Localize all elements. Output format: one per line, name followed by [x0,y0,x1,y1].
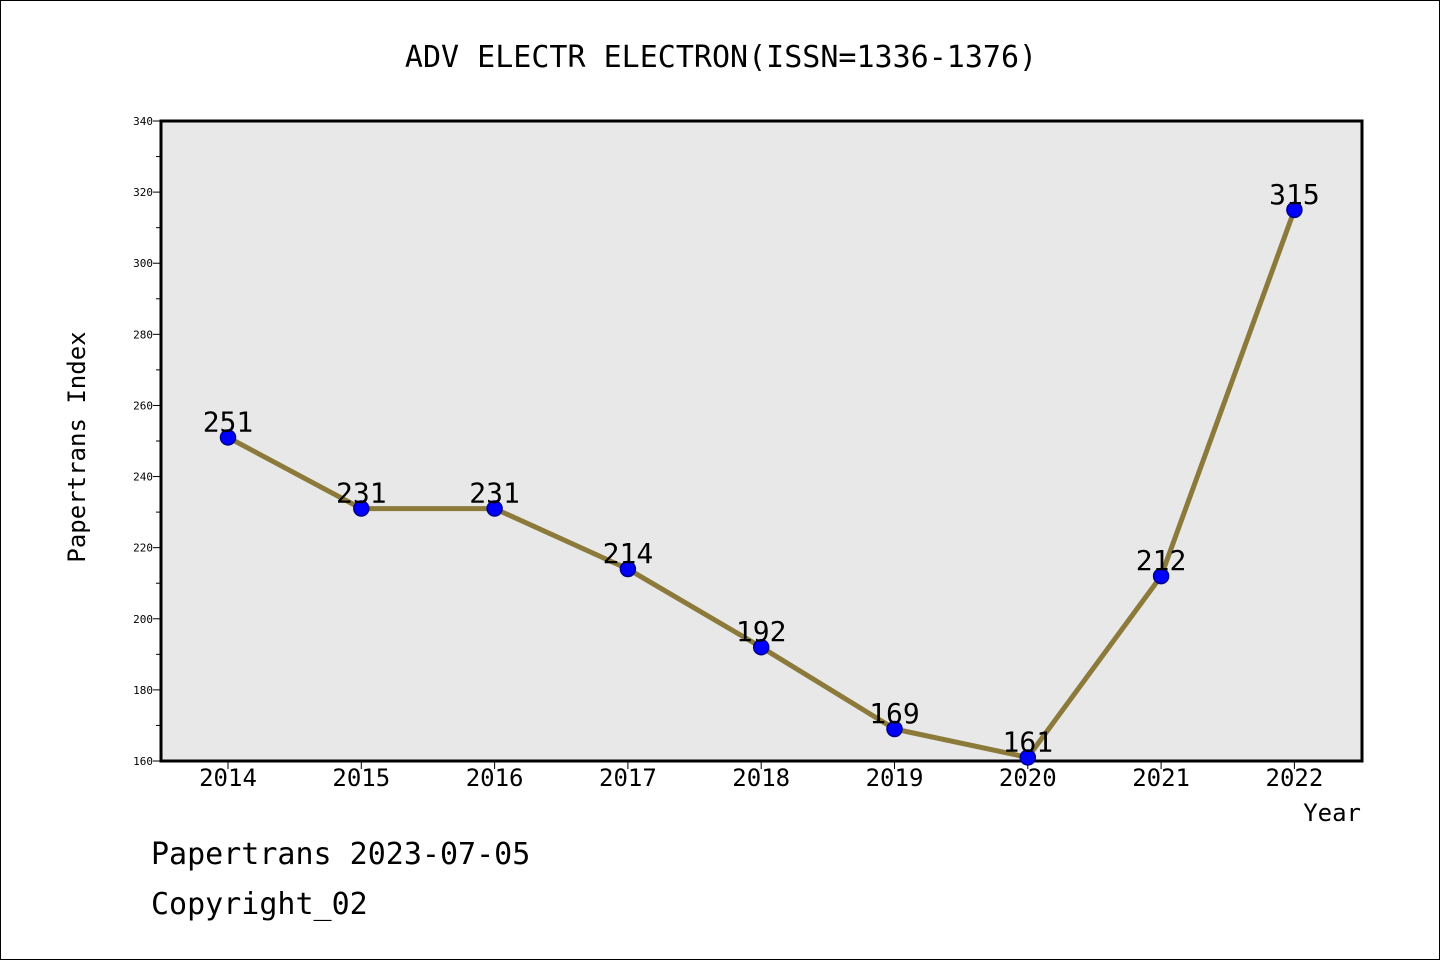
x-tick-label: 2014 [199,764,257,792]
data-label: 192 [736,615,787,648]
chart-title: ADV ELECTR ELECTRON(ISSN=1336-1376) [405,40,1037,75]
x-tick-label: 2018 [732,764,790,792]
x-tick-label: 2022 [1266,764,1324,792]
data-label: 315 [1269,178,1320,211]
data-labels: 251 231 231 214 192 169 161 212 315 [203,178,1320,759]
data-label: 212 [1136,544,1187,577]
plot-area [159,119,1364,763]
x-axis-label: Year [1303,799,1361,827]
y-tick-label: 260 [133,399,153,412]
data-label: 161 [1003,725,1054,758]
x-tick-label: 2019 [866,764,924,792]
y-tick-label: 320 [133,186,153,199]
footer-date: Papertrans 2023-07-05 [151,837,531,872]
data-point [1286,201,1303,219]
y-tick-label: 300 [133,257,153,270]
data-label: 231 [336,477,387,510]
data-point [619,560,637,578]
data-label: 231 [469,477,520,510]
y-tick-label: 200 [133,613,153,626]
y-tick-label: 340 [133,115,153,128]
y-tick-label: 160 [133,755,153,768]
y-tick-label: 180 [133,684,153,697]
data-point [1019,749,1037,766]
data-markers [219,201,1303,766]
y-tick-label: 220 [133,542,153,555]
data-label: 169 [869,697,920,730]
x-tick-label: 2017 [599,764,657,792]
data-point [886,720,903,738]
x-tick-label: 2015 [332,764,390,792]
data-point [1152,567,1170,585]
data-point [752,638,770,656]
data-label: 214 [603,537,654,570]
x-tick-label: 2021 [1132,764,1190,792]
data-point [486,500,503,517]
footer-copyright: Copyright_02 [151,887,368,922]
x-tick-label: 2020 [999,764,1057,792]
y-tick-label: 240 [133,471,153,484]
y-tick-label: 280 [133,328,153,341]
y-axis: 160 180 200 220 240 260 280 300 320 340 [133,115,161,768]
x-tick-label: 2016 [466,764,524,792]
data-point [353,500,370,517]
data-label: 251 [203,405,254,438]
x-axis: 2014 2015 2016 2017 2018 2019 2020 2021 2022 [199,761,1323,792]
y-axis-label: Papertrans Index [63,331,91,562]
data-point [219,429,237,446]
